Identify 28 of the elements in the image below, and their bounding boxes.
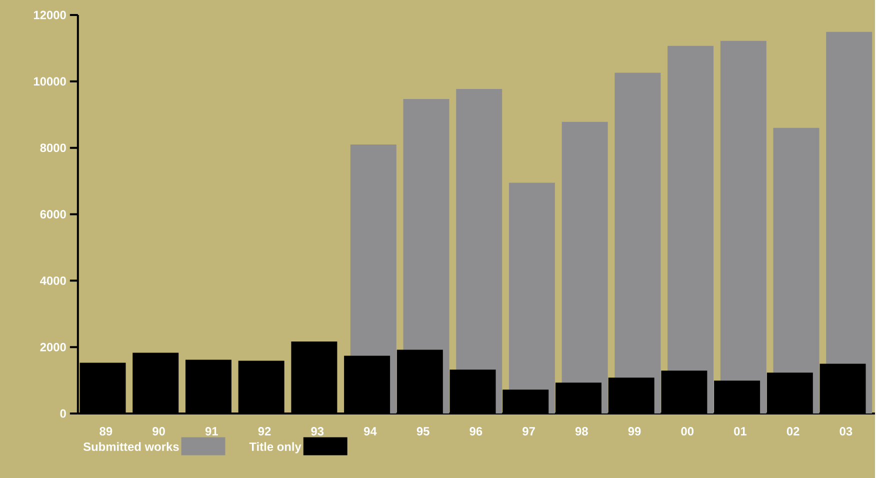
legend-label: Submitted works bbox=[83, 442, 179, 451]
x-tick-label: 92 bbox=[258, 426, 271, 436]
bar bbox=[508, 182, 555, 414]
bar bbox=[562, 122, 608, 414]
y-tick-label: 8000 bbox=[40, 143, 66, 152]
x-tick-label: 00 bbox=[681, 426, 694, 436]
x-tick-label: 98 bbox=[575, 426, 588, 436]
x-tick-label: 95 bbox=[416, 426, 430, 436]
x-tick-label: 01 bbox=[734, 426, 747, 436]
y-tick-label: 6000 bbox=[40, 210, 66, 218]
y-tick-label: 12000 bbox=[34, 10, 66, 19]
x-tick-label: 89 bbox=[100, 426, 112, 436]
x-tick-label: 93 bbox=[311, 426, 324, 436]
bar bbox=[720, 40, 766, 414]
x-tick-label: 03 bbox=[840, 426, 852, 436]
x-tick-label: 96 bbox=[470, 426, 482, 436]
bar bbox=[614, 72, 661, 414]
x-tick-label: 02 bbox=[786, 426, 800, 436]
y-tick-label: 10000 bbox=[34, 76, 66, 86]
y-tick-label: 0 bbox=[60, 409, 66, 418]
legend-label: Title only bbox=[249, 442, 302, 454]
x-tick-label: 90 bbox=[152, 426, 165, 436]
y-tick-label: 2000 bbox=[40, 342, 66, 352]
x-tick-label: 91 bbox=[205, 426, 218, 436]
x-tick-label: 94 bbox=[364, 426, 377, 436]
x-tick-label: 99 bbox=[628, 426, 641, 436]
x-tick-label: 97 bbox=[522, 426, 535, 436]
y-tick-label: 4000 bbox=[40, 276, 66, 285]
